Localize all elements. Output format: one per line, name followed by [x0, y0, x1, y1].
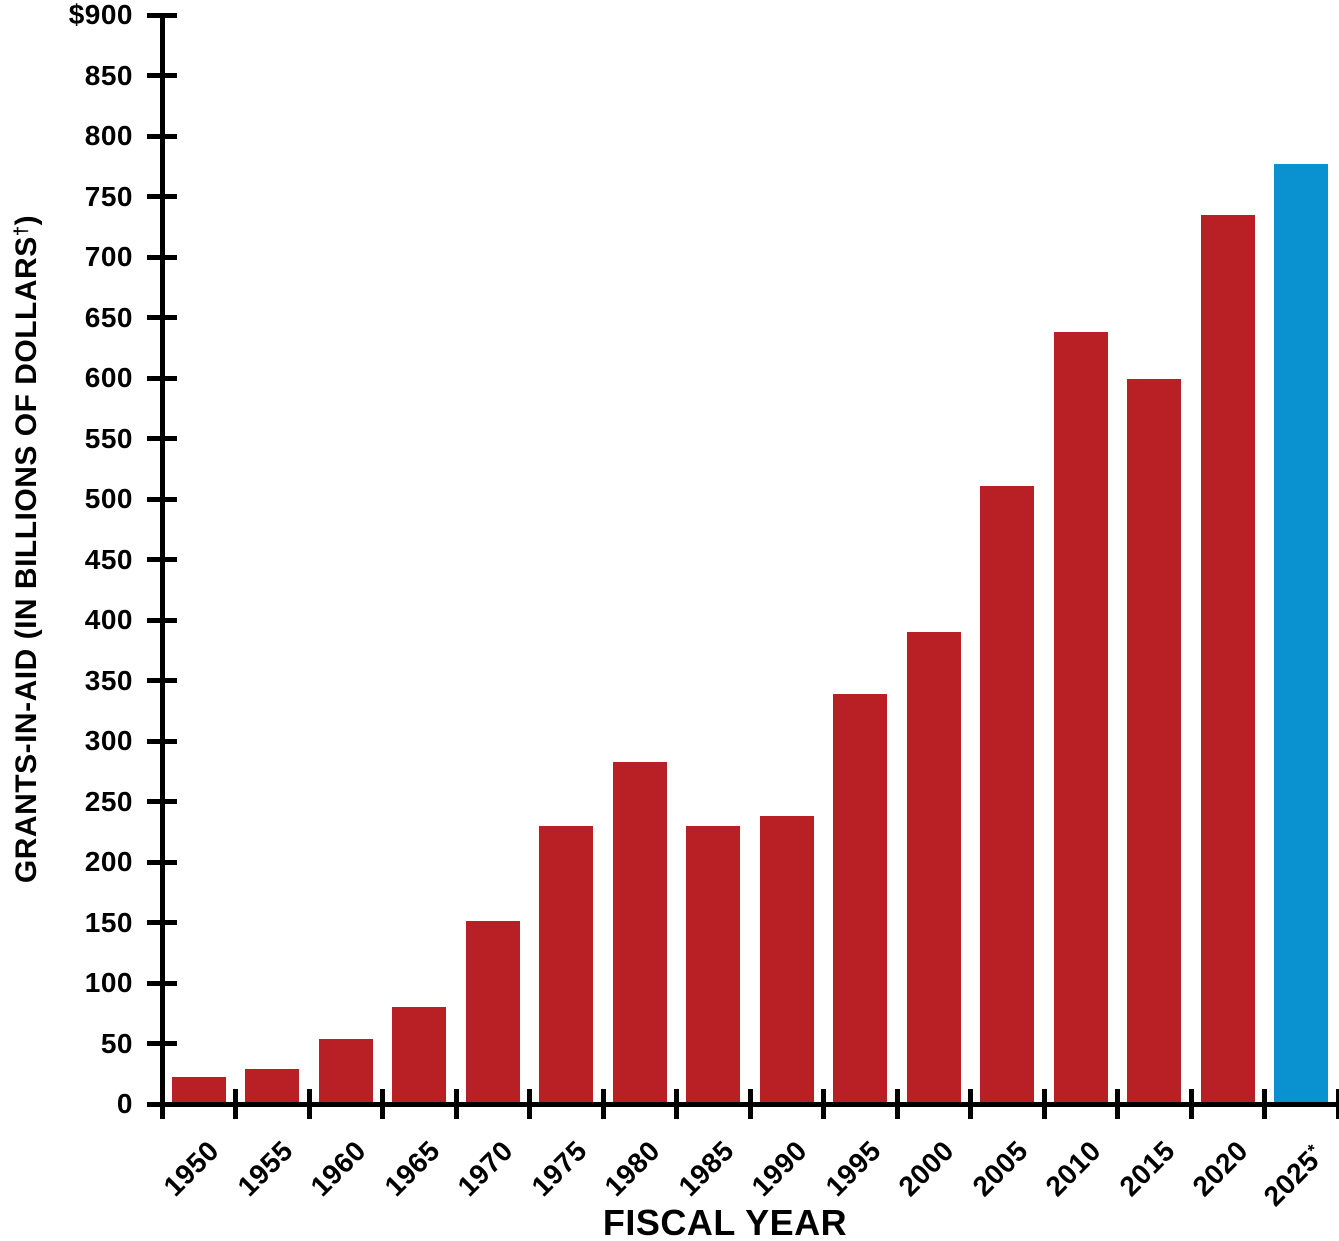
x-axis-tick-14 [1188, 1089, 1194, 1119]
y-axis-tick-label-450: 450 [84, 543, 133, 575]
y-axis-tick-label-200: 200 [84, 846, 133, 877]
x-axis-label-2000: 2000 [892, 1134, 961, 1203]
bar-1950 [171, 1077, 226, 1104]
y-axis-tick-label-400: 400 [84, 604, 133, 635]
x-axis-label-1990: 1990 [745, 1134, 814, 1203]
x-axis-tick-2 [306, 1089, 312, 1119]
y-axis-tick-label-350: 350 [84, 664, 133, 696]
x-axis-tick-1 [233, 1089, 238, 1119]
y-axis-tick-label-850: 850 [84, 59, 133, 91]
x-axis-tick-12 [1041, 1089, 1047, 1119]
y-axis-tick-650 [147, 315, 177, 320]
x-axis-tick-15 [1262, 1089, 1267, 1119]
y-axis-tick-850 [147, 73, 177, 78]
x-axis-label-2005: 2005 [966, 1134, 1034, 1203]
x-axis-label-1965: 1965 [378, 1134, 446, 1203]
x-axis-tick-0 [159, 1089, 165, 1119]
x-axis-label-2020: 2020 [1186, 1134, 1255, 1203]
x-axis-label-1950: 1950 [157, 1134, 226, 1203]
bar-1960 [318, 1038, 373, 1104]
y-axis-title: GRANTS-IN-AID (IN BILLIONS OF DOLLARS†) [10, 215, 44, 883]
bar-1975 [539, 825, 594, 1104]
x-axis-tick-6 [600, 1089, 606, 1119]
x-axis-tick-7 [674, 1089, 679, 1119]
y-axis-tick-label-700: 700 [84, 241, 133, 272]
y-axis-tick-label-800: 800 [84, 120, 133, 151]
x-axis-label-1970: 1970 [451, 1134, 520, 1203]
y-axis-tick-600 [147, 375, 177, 381]
bar-2000 [906, 632, 961, 1104]
x-axis-tick-4 [453, 1089, 459, 1119]
y-axis-tick-label-500: 500 [84, 483, 133, 514]
x-axis-tick-10 [894, 1089, 900, 1119]
y-axis-tick-label-900: $900 [68, 0, 133, 30]
y-axis-tick-250 [147, 799, 177, 804]
y-axis-tick-100 [147, 980, 177, 986]
x-axis-tick-9 [821, 1089, 826, 1119]
bar-2015 [1127, 379, 1182, 1104]
bar-2005 [980, 485, 1035, 1104]
y-axis-tick-label-600: 600 [84, 362, 133, 393]
y-axis-tick-150 [147, 920, 177, 925]
y-axis-title-text: GRANTS-IN-AID (IN BILLIONS OF DOLLARS [10, 236, 44, 884]
x-axis-label-1960: 1960 [304, 1134, 373, 1203]
y-axis-tick-350 [147, 678, 177, 683]
x-axis-label-1975: 1975 [525, 1134, 593, 1203]
x-axis-title: FISCAL YEAR [602, 1202, 848, 1241]
x-axis-label-1995: 1995 [819, 1134, 887, 1203]
dagger-symbol: † [9, 225, 31, 237]
x-axis-tick-3 [380, 1089, 385, 1119]
x-axis-label-2025: 2025* [1253, 1136, 1330, 1213]
x-axis-label-2010: 2010 [1039, 1134, 1108, 1203]
x-axis-tick-13 [1115, 1089, 1120, 1119]
y-axis-tick-800 [147, 133, 177, 139]
y-axis-title-close: ) [10, 214, 44, 226]
x-axis-label-2015: 2015 [1113, 1134, 1181, 1203]
bar-1970 [465, 921, 520, 1104]
bar-2020 [1200, 214, 1255, 1104]
y-axis-tick-label-650: 650 [84, 301, 133, 333]
bar-1965 [392, 1007, 447, 1104]
y-axis-tick-550 [147, 436, 177, 441]
y-axis-tick-450 [147, 557, 177, 562]
y-axis-tick-label-250: 250 [84, 785, 133, 817]
bar-1985 [686, 825, 741, 1104]
x-axis-label-1980: 1980 [598, 1134, 667, 1203]
y-axis-tick-label-150: 150 [84, 906, 133, 938]
y-axis-tick-300 [147, 738, 177, 744]
x-axis-tick-16 [1335, 1089, 1339, 1119]
y-axis-tick-label-550: 550 [84, 422, 133, 454]
x-axis-label-1955: 1955 [231, 1134, 299, 1203]
y-axis-tick-400 [147, 617, 177, 623]
y-axis-tick-label-0: 0 [116, 1088, 133, 1119]
bar-1995 [833, 693, 888, 1104]
x-axis-tick-5 [527, 1089, 532, 1119]
bar-1955 [245, 1068, 300, 1104]
y-axis-tick-label-50: 50 [100, 1027, 133, 1059]
y-axis-tick-700 [147, 254, 177, 260]
bar-2010 [1053, 332, 1108, 1104]
bar-2025 [1274, 163, 1329, 1104]
bar-1980 [612, 761, 667, 1104]
x-axis-tick-11 [968, 1089, 973, 1119]
y-axis-tick-500 [147, 496, 177, 502]
bar-1990 [759, 816, 814, 1104]
y-axis-tick-50 [147, 1041, 177, 1046]
y-axis-tick-label-750: 750 [84, 180, 133, 212]
y-axis-tick-label-100: 100 [84, 967, 133, 998]
y-axis-tick-label-300: 300 [84, 725, 133, 756]
x-axis-label-1985: 1985 [672, 1134, 740, 1203]
x-axis-tick-8 [747, 1089, 753, 1119]
y-axis-tick-200 [147, 859, 177, 865]
y-axis-tick-900 [147, 12, 177, 18]
y-axis-tick-750 [147, 194, 177, 199]
